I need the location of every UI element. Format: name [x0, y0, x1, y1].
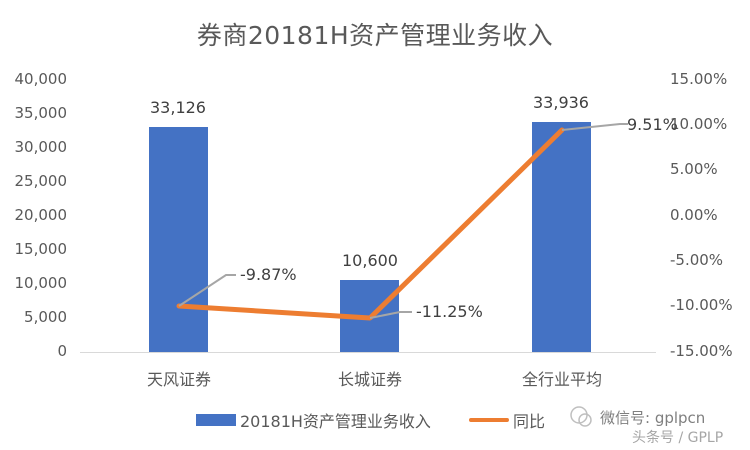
x-axis-line	[80, 352, 656, 353]
legend-item-line: 同比	[468, 408, 545, 432]
legend-bar-label: 20181H资产管理业务收入	[240, 412, 431, 431]
line-value-label: 9.51%	[627, 115, 678, 134]
bar-industry-average	[532, 122, 591, 352]
chart-title: 券商20181H资产管理业务收入	[196, 21, 554, 50]
left-axis-tick: 15,000	[14, 240, 68, 258]
left-axis-tick: 0	[57, 342, 67, 360]
watermark-wechat: 微信号: gplpcn	[600, 409, 706, 427]
bar-value-label: 10,600	[342, 251, 398, 270]
left-axis-tick: 35,000	[14, 104, 68, 122]
watermark-toutiao: 头条号 / GPLP	[632, 430, 724, 446]
right-axis-tick: 10.00%	[670, 115, 728, 133]
right-axis-tick: 0.00%	[670, 206, 718, 224]
x-axis-label: 天风证券	[146, 370, 211, 389]
left-axis-tick: 25,000	[14, 172, 68, 190]
wechat-icon	[570, 406, 592, 427]
x-axis-label: 长城证券	[337, 370, 402, 389]
legend: 20181H资产管理业务收入 同比	[196, 408, 583, 432]
right-axis-tick: -5.00%	[670, 251, 724, 269]
legend-line-swatch	[468, 418, 509, 422]
left-axis-tick: 5,000	[24, 308, 67, 326]
right-axis-tick: 15.00%	[670, 70, 728, 88]
right-axis-tick: 5.00%	[670, 160, 718, 178]
left-axis-tick: 20,000	[14, 206, 68, 224]
left-axis-tick: 10,000	[14, 274, 68, 292]
left-axis-tick: 30,000	[14, 138, 68, 156]
legend-line-label: 同比	[512, 412, 545, 431]
left-axis-tick: 40,000	[14, 70, 68, 88]
bar-tianfeng	[149, 127, 208, 352]
line-value-label: -9.87%	[240, 265, 297, 284]
line-value-label: -11.25%	[416, 302, 483, 321]
x-axis-label: 全行业平均	[521, 370, 602, 389]
bar-value-label: 33,936	[533, 93, 589, 112]
right-axis-tick: -10.00%	[670, 296, 733, 314]
right-axis-tick: -15.00%	[670, 342, 733, 360]
bar-value-label: 33,126	[150, 98, 206, 117]
legend-bar-swatch	[196, 414, 236, 426]
legend-item-bar: 20181H资产管理业务收入	[196, 408, 431, 432]
